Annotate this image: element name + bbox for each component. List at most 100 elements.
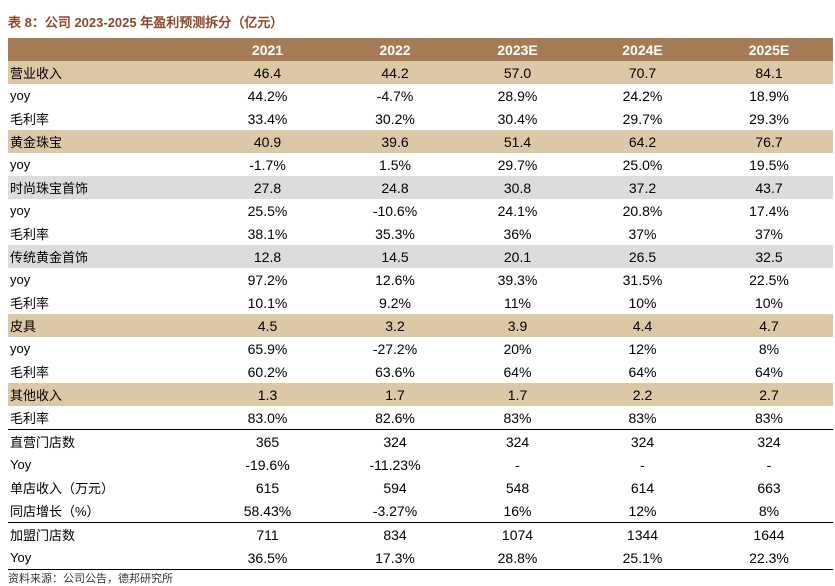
cell: 3.2: [335, 314, 455, 337]
cell: 24.2%: [622, 87, 663, 104]
cell: 3.9: [455, 314, 580, 337]
cell: 44.2%: [247, 87, 288, 104]
cell: 30.8: [455, 176, 580, 199]
cell: 57.0: [455, 61, 580, 84]
cell: 25.0%: [622, 156, 663, 173]
row-label: 同店增长（%）: [10, 504, 100, 519]
table-row: 毛利率 60.2% 63.6% 64% 64% 64%: [8, 360, 833, 383]
row-label: yoy: [10, 272, 31, 287]
cell: 64.2: [580, 130, 705, 153]
table-title: 表 8：公司 2023-2025 年盈利预测拆分（亿元）: [8, 15, 284, 30]
cell: 324: [455, 429, 580, 453]
row-label: 加盟门店数: [8, 522, 200, 546]
row-label: 营业收入: [8, 61, 200, 84]
cell: 12%: [628, 502, 657, 519]
cell: 22.3%: [705, 546, 833, 570]
cell: 14.5: [335, 245, 455, 268]
table-row: 直营门店数 365 324 324 324 324: [8, 429, 833, 453]
table-row: 营业收入 46.4 44.2 57.0 70.7 84.1: [8, 61, 833, 84]
cell: 11%: [504, 294, 531, 311]
table-row: Yoy -19.6% -11.23% - - -: [8, 453, 833, 476]
cell: 32.5: [705, 245, 833, 268]
cell: -3.27%: [372, 502, 418, 519]
cell: 40.9: [200, 130, 335, 153]
source-note: 资料来源：公司公告，德邦研究所: [8, 573, 173, 585]
cell: 36%: [503, 225, 532, 242]
cell: 663: [757, 479, 781, 496]
cell: -11.23%: [369, 456, 421, 473]
cell: 1.5%: [379, 156, 411, 173]
cell: 10%: [628, 294, 657, 311]
row-label: 其他收入: [8, 383, 200, 406]
cell: 43.7: [705, 176, 833, 199]
table-row: 毛利率 38.1% 35.3% 36% 37% 37%: [8, 222, 833, 245]
cell: 9.2%: [379, 294, 411, 311]
header-row: 2021 2022 2023E 2024E 2025E: [8, 38, 833, 61]
table-row: Yoy 36.5% 17.3% 28.8% 25.1% 22.3%: [8, 546, 833, 570]
row-label: Yoy: [8, 546, 200, 570]
cell: 20.8%: [622, 202, 663, 219]
cell: 29.7%: [622, 110, 663, 127]
cell: 58.43%: [243, 502, 292, 519]
cell: 24.8: [335, 176, 455, 199]
cell: 1644: [705, 522, 833, 546]
table-row: 毛利率 83.0% 82.6% 83% 83% 83%: [8, 406, 833, 430]
cell: 64%: [628, 363, 657, 380]
cell: 18.9%: [749, 87, 789, 104]
table-row: yoy 97.2% 12.6% 39.3% 31.5% 22.5%: [8, 268, 833, 291]
row-label: yoy: [10, 341, 31, 356]
cell: -10.6%: [372, 202, 418, 219]
cell: 27.8: [200, 176, 335, 199]
cell: 82.6%: [375, 409, 415, 426]
cell: 44.2: [335, 61, 455, 84]
table-row: 其他收入 1.3 1.7 1.7 2.2 2.7: [8, 383, 833, 406]
row-label: yoy: [10, 88, 31, 103]
cell: 614: [630, 479, 655, 496]
cell: 97.2%: [247, 271, 288, 288]
table-row: 加盟门店数 711 834 1074 1344 1644: [8, 522, 833, 546]
table-row: 传统黄金首饰 12.8 14.5 20.1 26.5 32.5: [8, 245, 833, 268]
table-row: 黄金珠宝 40.9 39.6 51.4 64.2 76.7: [8, 130, 833, 153]
cell: 20%: [503, 340, 532, 357]
cell: 548: [505, 479, 530, 496]
cell: 1.7: [455, 383, 580, 406]
cell: 38.1%: [247, 225, 288, 242]
cell: 64%: [754, 363, 784, 380]
header-cell: 2023E: [455, 38, 580, 61]
cell: -19.6%: [245, 456, 290, 473]
header-cell: [8, 38, 200, 61]
cell: 36.5%: [200, 546, 335, 570]
row-label: yoy: [10, 203, 31, 218]
cell: -: [766, 456, 772, 473]
cell: 1074: [455, 522, 580, 546]
cell: -1.7%: [249, 156, 286, 173]
cell: 83%: [628, 409, 657, 426]
row-label: 毛利率: [10, 112, 50, 127]
cell: 29.7%: [497, 156, 538, 173]
header-cell: 2021: [200, 38, 335, 61]
table-row: 单店收入（万元） 615 594 548 614 663: [8, 476, 833, 499]
row-label: 皮具: [8, 314, 200, 337]
cell: 39.6: [335, 130, 455, 153]
row-label: 传统黄金首饰: [8, 245, 200, 268]
cell: 8%: [758, 502, 780, 519]
cell: 12.8: [200, 245, 335, 268]
cell: 19.5%: [749, 156, 789, 173]
cell: 1.3: [200, 383, 335, 406]
cell: 25.5%: [247, 202, 288, 219]
cell: 16%: [503, 502, 532, 519]
cell: 4.4: [580, 314, 705, 337]
cell: 834: [335, 522, 455, 546]
row-label: yoy: [10, 157, 31, 172]
cell: 12%: [628, 340, 657, 357]
cell: 324: [705, 429, 833, 453]
row-label: 毛利率: [10, 411, 50, 426]
cell: 365: [200, 429, 335, 453]
cell: 8%: [758, 340, 780, 357]
cell: 37%: [754, 225, 784, 242]
header-cell: 2024E: [580, 38, 705, 61]
cell: -27.2%: [372, 340, 418, 357]
cell: 17.4%: [749, 202, 789, 219]
cell: -4.7%: [376, 87, 414, 104]
cell: 26.5: [580, 245, 705, 268]
